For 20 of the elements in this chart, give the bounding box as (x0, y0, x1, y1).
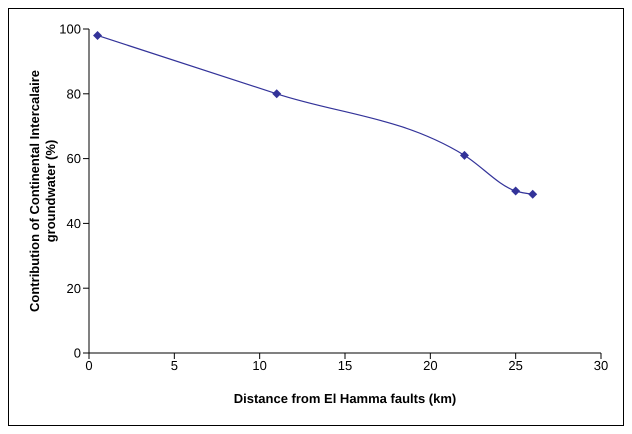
point (511, 186, 520, 196)
x-axis-title: Distance from El Hamma faults (km) (234, 391, 456, 406)
x-tick-label: 5 (170, 358, 178, 374)
y-tick-label: 60 (66, 151, 81, 166)
x-tick-label: 15 (338, 358, 352, 374)
y-tick-label: 20 (66, 280, 81, 296)
x-tick-label: 25 (508, 358, 523, 374)
point (460, 150, 469, 160)
y-tick-label: 0 (74, 346, 81, 361)
point (528, 190, 538, 199)
y-axis-title: Contribution of Continental Intercalaire groundwater (%) (27, 70, 58, 312)
x-tick-label: 0 (85, 358, 93, 374)
point (272, 89, 282, 98)
x-tick-label: 30 (594, 358, 608, 374)
x-tick-label: 20 (423, 358, 438, 374)
y-tick-label: 40 (66, 216, 81, 232)
point (93, 30, 102, 40)
y-tick-label: 100 (59, 22, 81, 37)
x-tick-label: 10 (252, 358, 267, 374)
y-tick-label: 80 (66, 86, 81, 102)
